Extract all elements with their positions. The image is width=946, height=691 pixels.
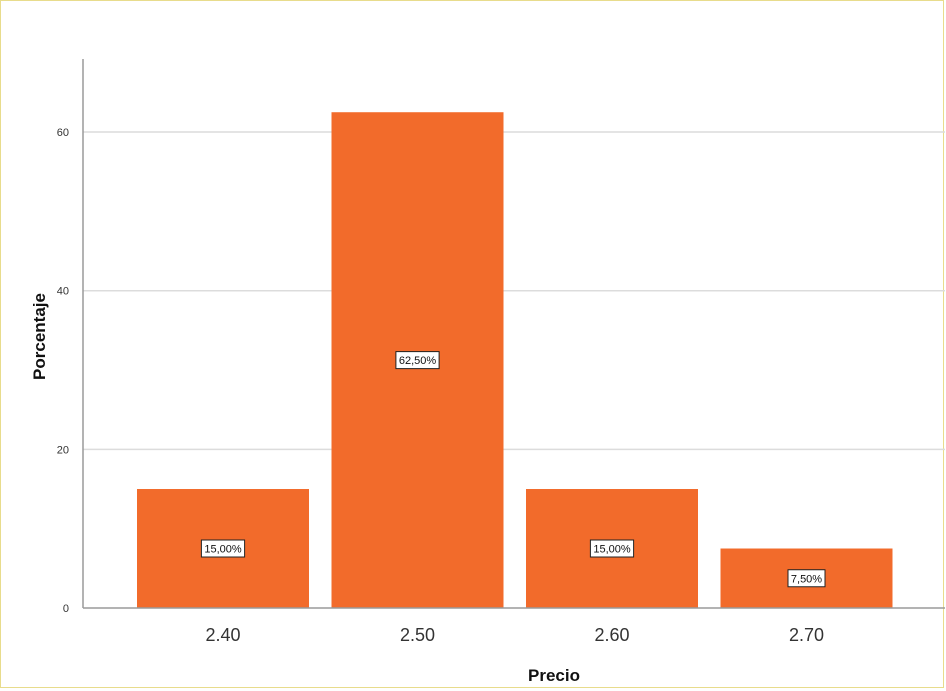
y-tick-label: 20 — [57, 444, 69, 456]
axes — [82, 59, 945, 609]
data-label: 15,00% — [593, 544, 631, 556]
data-label-box — [200, 539, 246, 558]
x-tick-label: 2.70 — [789, 625, 824, 645]
x-tick-label: 2.40 — [205, 625, 240, 645]
y-tick-labels: 0 20 40 60 — [57, 127, 69, 615]
x-tick-label: 2.60 — [594, 625, 629, 645]
y-tick-label: 60 — [57, 127, 69, 139]
data-label-box — [395, 351, 440, 370]
y-axis-title: Porcentaje — [30, 293, 49, 380]
y-tick-label: 0 — [63, 603, 69, 615]
data-label: 62,50% — [399, 355, 437, 367]
data-label: 7,50% — [791, 573, 822, 585]
data-labels: 15,00% 62,50% 15,00% 7,50% — [200, 351, 826, 588]
data-label-box — [787, 569, 826, 588]
data-label: 15,00% — [204, 544, 242, 556]
grid-lines — [83, 131, 945, 451]
x-axis-title: Precio — [528, 666, 580, 685]
data-label-box — [589, 539, 635, 558]
y-tick-label: 40 — [57, 286, 69, 298]
x-tick-labels: 2.40 2.50 2.60 2.70 — [205, 625, 824, 645]
bars — [137, 112, 893, 609]
x-tick-label: 2.50 — [400, 625, 435, 645]
